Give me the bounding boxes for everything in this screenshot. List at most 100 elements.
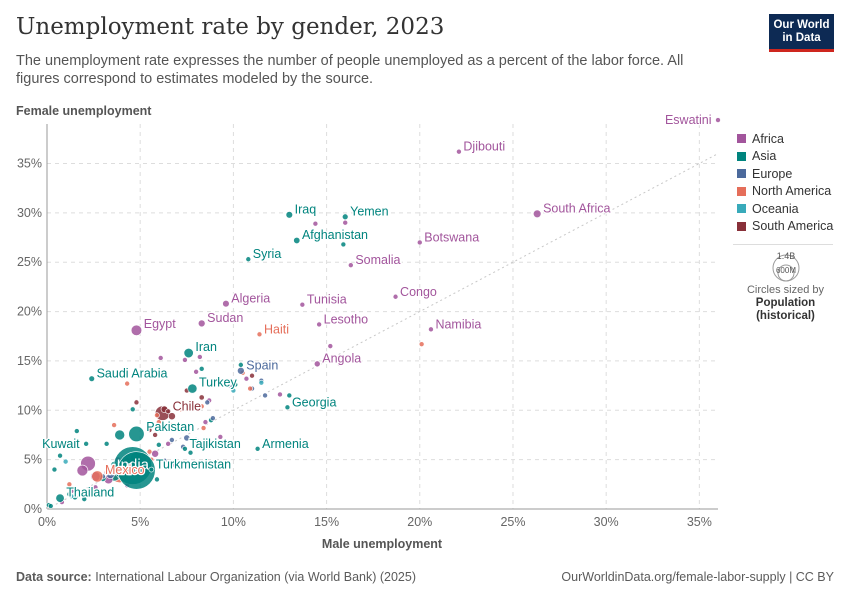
- bubble: [129, 406, 136, 413]
- bubble-mexico: [91, 470, 104, 483]
- size-legend-caption: Circles sized by Population (historical): [733, 284, 838, 323]
- bubble: [114, 429, 125, 441]
- bubble: [76, 464, 89, 477]
- owid-logo[interactable]: Our World in Data: [769, 14, 834, 52]
- bubble: [340, 241, 347, 248]
- label-spain: Spain: [246, 358, 278, 372]
- bubble: [154, 412, 160, 419]
- bubble: [286, 392, 293, 399]
- bubble: [66, 481, 73, 488]
- bubble: [68, 493, 75, 499]
- bubble-djibouti: [456, 148, 462, 155]
- bubble-angola: [313, 360, 321, 368]
- size-legend-small-circle: [777, 264, 794, 282]
- bubble: [156, 419, 162, 425]
- footer-url[interactable]: OurWorldinData.org/female-labor-supply |…: [561, 570, 834, 584]
- label-egypt: Egypt: [144, 317, 176, 331]
- legend-item-asia[interactable]: Asia: [737, 148, 833, 166]
- legend-item-north-america[interactable]: North America: [737, 183, 833, 201]
- bubble: [182, 357, 188, 363]
- bubble: [74, 428, 80, 434]
- label-tunisia: Tunisia: [307, 293, 347, 307]
- bubble-kuwait: [83, 441, 89, 447]
- bubble: [167, 412, 176, 421]
- label-chile: Chile: [173, 399, 202, 413]
- legend-swatch: [737, 204, 746, 214]
- bubble-sudan: [197, 319, 206, 328]
- legend-swatch: [737, 186, 746, 196]
- size-legend-caption-1: Circles sized by: [746, 284, 825, 296]
- bubble: [178, 406, 184, 413]
- bubble-namibia: [428, 326, 434, 333]
- label-haiti: Haiti: [264, 322, 289, 336]
- bubble: [204, 399, 211, 406]
- label-yemen: Yemen: [350, 205, 389, 219]
- label-afghanistan: Afghanistan: [302, 228, 368, 242]
- label-djibouti: Djibouti: [463, 140, 505, 154]
- logo-line-1: Our World: [773, 18, 830, 31]
- x-tick-label: 35%: [687, 515, 712, 529]
- y-tick-label: 5%: [24, 453, 42, 467]
- y-tick-label: 35%: [17, 156, 42, 170]
- bubble-pakistan: [128, 425, 145, 443]
- bubble: [151, 449, 159, 458]
- legend-item-oceania[interactable]: Oceania: [737, 200, 833, 218]
- bubble: [187, 449, 194, 456]
- legend-item-south-america[interactable]: South America: [737, 218, 833, 236]
- chart-subtitle: The unemployment rate expresses the numb…: [16, 53, 684, 87]
- bubble: [312, 220, 319, 227]
- label-thailand: Thailand: [66, 485, 114, 499]
- label-eswatini: Eswatini: [665, 113, 712, 127]
- bubble: [169, 422, 175, 428]
- bubble: [418, 341, 425, 347]
- bubble: [156, 442, 162, 448]
- bubble: [200, 425, 207, 431]
- legend-label: Asia: [752, 149, 777, 164]
- bubble: [198, 403, 205, 410]
- label-georgia: Georgia: [292, 395, 337, 409]
- label-botswana: Botswana: [424, 230, 479, 244]
- bubble: [169, 437, 175, 443]
- bubble-chile: [165, 408, 171, 415]
- bubble-haiti: [256, 331, 263, 338]
- y-tick-label: 20%: [17, 305, 42, 319]
- bubble-syria: [245, 256, 252, 263]
- bubble: [124, 380, 130, 387]
- label-angola: Angola: [322, 352, 361, 366]
- bubble-somalia: [348, 262, 354, 268]
- label-armenia: Armenia: [262, 437, 309, 451]
- x-tick-label: 0%: [38, 515, 56, 529]
- y-axis-label: Female unemployment: [16, 104, 152, 118]
- label-algeria: Algeria: [231, 291, 270, 305]
- bubble: [249, 372, 255, 379]
- bubble-algeria: [222, 300, 230, 308]
- bubble-thailand: [55, 493, 65, 503]
- legend-separator: [733, 244, 833, 245]
- bubble-egypt: [130, 324, 143, 336]
- bubble: [336, 361, 343, 367]
- label-syria: Syria: [253, 247, 282, 261]
- bubble: [103, 441, 110, 447]
- bubble: [161, 457, 168, 464]
- legend-label: South America: [752, 219, 834, 234]
- reference-line-y-equals-x: [46, 153, 719, 510]
- region-legend: Africa Asia Europe North America Oceania Sout…: [737, 130, 833, 235]
- x-tick-label: 30%: [594, 515, 619, 529]
- size-legend: 1.4B 600M Circles sized by Population (h…: [733, 248, 838, 323]
- legend-item-africa[interactable]: Africa: [737, 130, 833, 148]
- label-tajikistan: Tajikistan: [189, 437, 240, 451]
- bubble: [57, 452, 63, 459]
- bubble-south-africa: [533, 209, 542, 219]
- legend-item-europe[interactable]: Europe: [737, 165, 833, 183]
- size-legend-caption-2: Population: [755, 297, 816, 309]
- bubble-iraq: [285, 211, 293, 219]
- label-iraq: Iraq: [295, 202, 317, 216]
- bubble: [183, 434, 191, 442]
- x-axis-ticks: 0% 5% 10% 15% 20% 25% 30% 35%: [38, 515, 712, 529]
- size-legend-caption-3: (historical): [756, 310, 815, 322]
- label-namibia: Namibia: [435, 317, 481, 331]
- bubble: [327, 343, 334, 349]
- bubble: [92, 484, 99, 491]
- bubble-china: [117, 451, 156, 490]
